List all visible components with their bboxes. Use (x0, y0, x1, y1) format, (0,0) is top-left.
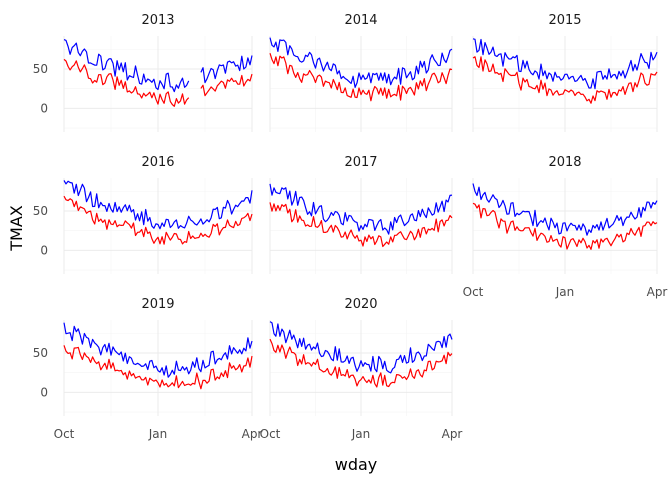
series-line-lower-2013 (63, 58, 253, 107)
x-tick-label: Oct (54, 427, 75, 441)
panel-title-2013: 2013 (141, 13, 174, 28)
panel-title-2015: 2015 (548, 13, 581, 28)
series-line-upper-2018 (472, 183, 658, 236)
y-tick-label: 0 (40, 101, 48, 115)
x-tick-label: Apr (647, 285, 668, 299)
x-axis-title: wday (335, 455, 378, 474)
panel-title-2018: 2018 (548, 155, 581, 170)
panel-title-2019: 2019 (141, 297, 174, 312)
series-line-lower-2017 (269, 202, 453, 248)
x-tick-label: Oct (260, 427, 281, 441)
series-line-lower-2019 (63, 345, 253, 390)
series-line-lower-2015 (472, 56, 658, 104)
series-line-lower-2016 (63, 195, 253, 245)
panel-title-2016: 2016 (141, 155, 174, 170)
series-line-upper-2019 (63, 322, 253, 378)
series-line-upper-2016 (63, 180, 253, 230)
x-tick-label: Oct (463, 285, 484, 299)
series-line-lower-2018 (472, 202, 658, 250)
y-tick-label: 50 (33, 346, 48, 360)
panel-title-2020: 2020 (344, 297, 377, 312)
x-tick-label: Jan (351, 427, 371, 441)
series-line-upper-2014 (269, 37, 453, 88)
y-tick-label: 0 (40, 385, 48, 399)
panel-title-2014: 2014 (344, 13, 377, 28)
y-axis-title: TMAX (7, 205, 26, 252)
series-line-upper-2013 (63, 39, 253, 93)
y-tick-label: 50 (33, 204, 48, 218)
series-line-upper-2020 (269, 321, 453, 374)
series-line-upper-2015 (472, 38, 658, 90)
x-tick-label: Jan (555, 285, 575, 299)
y-tick-label: 0 (40, 243, 48, 257)
panel-title-2017: 2017 (344, 155, 377, 170)
y-tick-label: 50 (33, 62, 48, 76)
series-line-lower-2014 (269, 53, 453, 102)
series-line-upper-2017 (269, 183, 453, 235)
x-tick-label: Jan (148, 427, 168, 441)
x-tick-label: Apr (242, 427, 263, 441)
series-line-lower-2020 (269, 338, 453, 388)
x-tick-label: Apr (442, 427, 463, 441)
